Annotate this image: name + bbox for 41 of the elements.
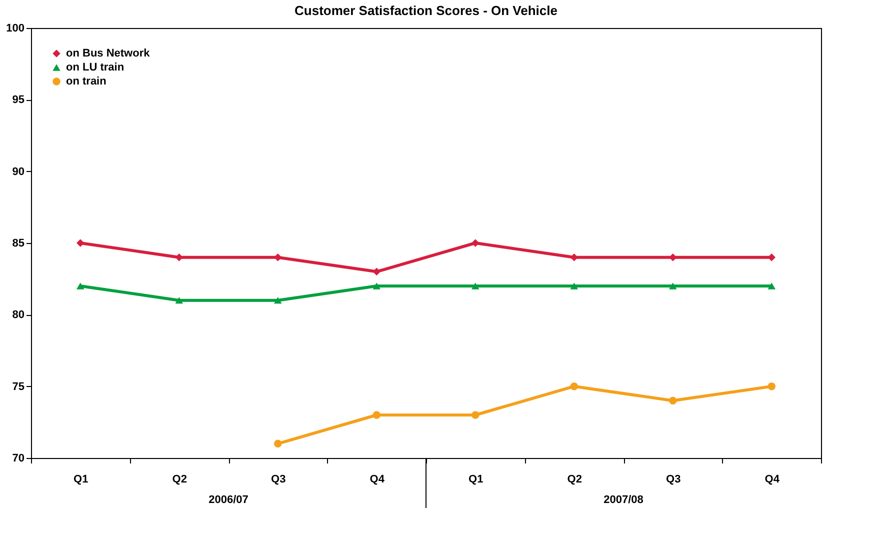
x-tick-label: Q3 — [271, 474, 286, 486]
y-tick-label: 100 — [6, 22, 24, 34]
chart-title: Customer Satisfaction Scores - On Vehicle — [294, 3, 558, 18]
point — [274, 440, 282, 448]
legend-label: on LU train — [66, 62, 124, 74]
x-tick-label: Q4 — [370, 474, 386, 486]
y-tick-label: 70 — [12, 452, 24, 464]
point — [472, 239, 480, 247]
x-tick-label: Q4 — [764, 474, 780, 486]
y-tick-label: 80 — [12, 309, 24, 322]
y-tick-label: 90 — [12, 166, 24, 178]
y-tick-label: 95 — [12, 94, 24, 106]
point — [570, 282, 578, 290]
point — [175, 296, 183, 304]
text: 2007/08 — [604, 494, 644, 506]
y-tick-label: 75 — [12, 380, 24, 393]
point — [570, 382, 578, 390]
point — [768, 382, 776, 390]
legend-label: on train — [66, 76, 107, 88]
legend-label: on Bus Network — [66, 48, 151, 60]
point — [372, 268, 380, 276]
text: 2006/07 — [208, 494, 248, 506]
point — [175, 253, 183, 262]
point — [472, 411, 480, 419]
point — [669, 396, 677, 405]
x-tick-label: Q1 — [468, 474, 484, 486]
point — [669, 282, 677, 290]
point — [76, 282, 84, 290]
point — [274, 253, 282, 262]
x-tick-label: Q1 — [74, 474, 88, 486]
point — [76, 239, 84, 247]
x-tick-label: Q2 — [567, 474, 582, 486]
y-tick-label: 85 — [12, 238, 24, 250]
point — [274, 296, 282, 304]
point — [372, 411, 380, 419]
point — [768, 282, 776, 290]
point — [570, 253, 578, 262]
point — [472, 282, 480, 290]
point — [372, 282, 380, 290]
x-tick-label: Q3 — [666, 474, 681, 486]
x-tick-label: Q2 — [172, 474, 187, 486]
